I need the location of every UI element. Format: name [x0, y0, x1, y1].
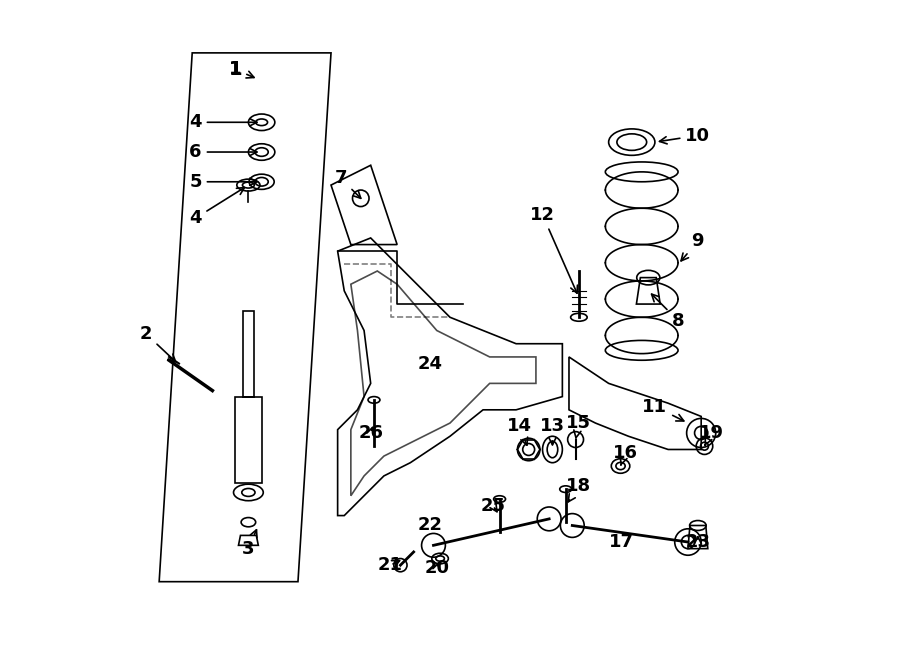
- Text: 12: 12: [530, 206, 578, 293]
- Text: 15: 15: [566, 414, 591, 438]
- Text: 14: 14: [507, 417, 532, 445]
- Text: 24: 24: [418, 354, 443, 373]
- Bar: [243, 311, 254, 397]
- Text: 3: 3: [242, 529, 257, 558]
- Text: 9: 9: [681, 232, 704, 261]
- Text: 23: 23: [686, 533, 710, 551]
- Text: 13: 13: [540, 417, 565, 445]
- Text: 4: 4: [189, 113, 257, 132]
- Text: 1: 1: [229, 60, 254, 79]
- Text: 6: 6: [189, 143, 257, 161]
- Text: 17: 17: [609, 533, 634, 551]
- Text: 11: 11: [643, 397, 684, 421]
- Text: 1: 1: [229, 60, 242, 79]
- Text: 8: 8: [652, 294, 684, 330]
- Text: 22: 22: [418, 516, 443, 535]
- Bar: [235, 397, 262, 483]
- Text: 19: 19: [698, 424, 724, 445]
- Text: 4: 4: [189, 188, 245, 227]
- Text: 7: 7: [335, 169, 361, 198]
- Text: 25: 25: [481, 496, 506, 515]
- Text: 16: 16: [613, 444, 638, 465]
- Text: 5: 5: [189, 173, 257, 191]
- Text: 20: 20: [424, 559, 449, 578]
- Text: 26: 26: [358, 424, 383, 442]
- Text: 2: 2: [140, 325, 176, 362]
- Text: 18: 18: [566, 477, 591, 502]
- Text: 10: 10: [660, 126, 710, 145]
- Text: 21: 21: [378, 556, 403, 574]
